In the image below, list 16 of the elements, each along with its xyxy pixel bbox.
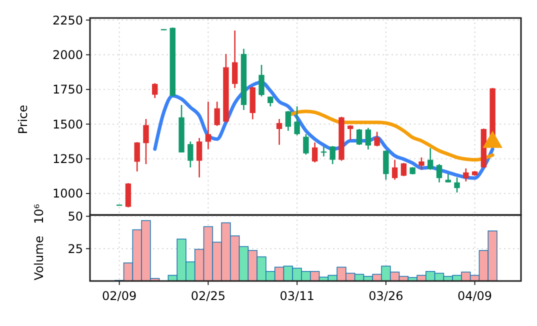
x-tick-label: 03/11 — [280, 289, 314, 303]
x-tick-label: 02/09 — [102, 289, 137, 303]
y-tick-label: 1750 — [52, 82, 83, 97]
x-tick-label: 02/25 — [190, 289, 226, 303]
y-axis-title: Price — [16, 104, 30, 134]
y-tick-label: 1000 — [52, 186, 83, 201]
y-tick-label: 50 — [68, 209, 83, 224]
y-axis-title: Volume — [32, 236, 46, 280]
text: 10⁶ — [32, 204, 46, 224]
y-tick-label: 25 — [68, 242, 83, 256]
y-tick-label: 2250 — [52, 13, 83, 28]
x-tick-label: 03/26 — [368, 289, 404, 303]
y-tick-label: 1500 — [52, 117, 83, 132]
y-tick-label: 2000 — [52, 48, 83, 62]
y-tick-label: 1250 — [52, 152, 83, 166]
x-tick-label: 04/09 — [457, 289, 492, 303]
